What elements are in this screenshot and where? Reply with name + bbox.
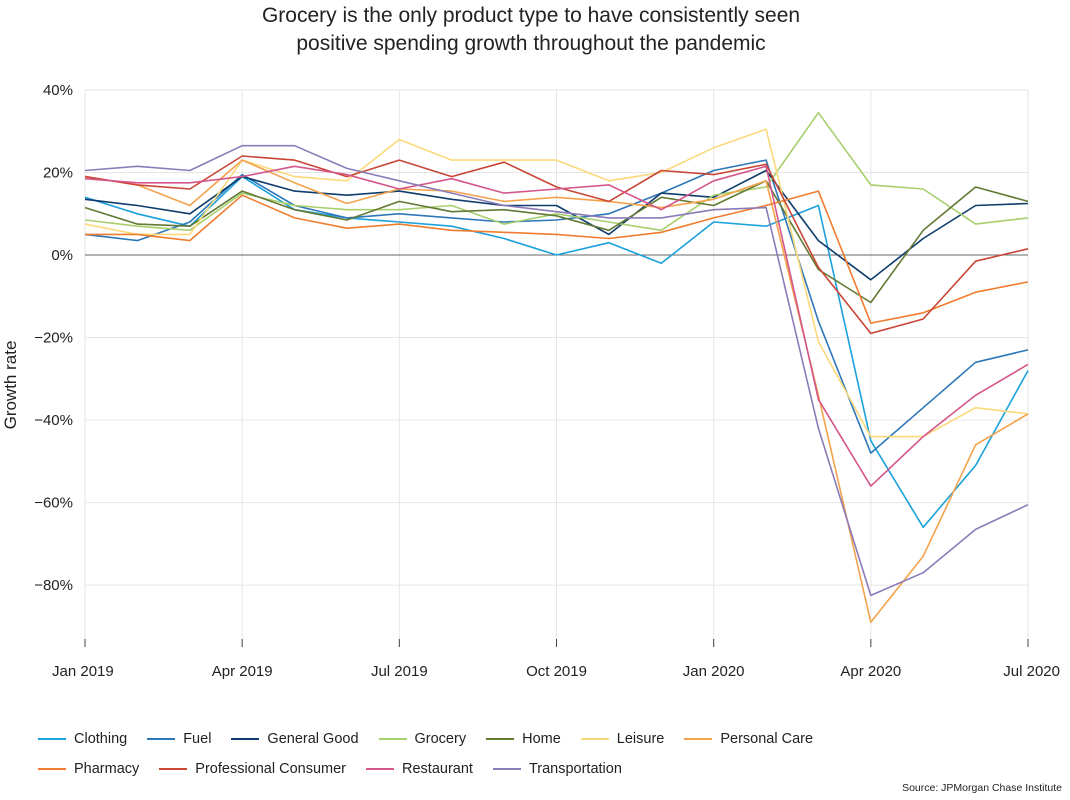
- legend-swatch: [38, 738, 66, 740]
- legend-label: Clothing: [74, 731, 128, 747]
- y-axis-label: Growth rate: [1, 341, 20, 430]
- series-line-home: [84, 180, 1029, 304]
- series-line-fuel: [84, 159, 1029, 454]
- legend-label: Leisure: [616, 731, 665, 747]
- series-line-transportation: [84, 144, 1029, 597]
- y-tick-label: −60%: [34, 495, 73, 512]
- legend-item-professional-consumer: Professional Consumer: [159, 761, 346, 777]
- source-note: Source: JPMorgan Chase Institute: [902, 782, 1062, 794]
- x-tick-labels: Jan 2019 Apr 2019 Jul 2019 Oct 2019 Jan 2020…: [52, 663, 1060, 680]
- y-tick-labels: 40% 20% 0% −20% −40% −60% −80%: [34, 82, 73, 594]
- legend-swatch: [38, 768, 66, 770]
- x-tick-label: Jan 2019: [52, 663, 114, 680]
- gridlines: [84, 89, 1029, 647]
- y-tick-label: 40%: [43, 82, 73, 99]
- legend-item-home: Home: [486, 731, 561, 747]
- legend-item-personal-care: Personal Care: [684, 731, 813, 747]
- legend-label: Professional Consumer: [195, 761, 346, 777]
- series-line-restaurant: [84, 165, 1029, 487]
- legend-item-transportation: Transportation: [492, 761, 622, 777]
- legend-item-leisure: Leisure: [580, 731, 665, 747]
- legend-item-restaurant: Restaurant: [366, 761, 473, 777]
- x-tick-label: Oct 2019: [526, 663, 587, 680]
- legend-swatch: [492, 768, 521, 770]
- series-line-pharmacy: [85, 190, 1029, 324]
- legend: Clothing Fuel General Good Grocery Home Leisu…: [38, 724, 1038, 784]
- legend-label: Grocery: [414, 731, 467, 747]
- legend-label: Home: [522, 731, 561, 747]
- legend-item-grocery: Grocery: [378, 731, 467, 747]
- y-tick-label: 20%: [43, 165, 73, 182]
- legend-item-pharmacy: Pharmacy: [38, 761, 139, 777]
- legend-label: Fuel: [183, 731, 212, 747]
- legend-label: Transportation: [528, 761, 622, 777]
- x-tick-label: Jul 2019: [371, 663, 428, 680]
- legend-swatch: [366, 768, 394, 770]
- legend-swatch: [147, 738, 176, 740]
- legend-item-general-good: General Good: [231, 731, 359, 747]
- legend-swatch: [486, 738, 515, 740]
- chart-title-line-1: Grocery is the only product type to have…: [262, 4, 800, 27]
- line-chart: Grocery is the only product type to have…: [1, 4, 1060, 680]
- legend-label: Restaurant: [402, 761, 473, 777]
- legend-label: General Good: [267, 731, 359, 747]
- chart-title-line-2: positive spending growth throughout the …: [296, 32, 765, 55]
- legend-label: Pharmacy: [74, 761, 140, 777]
- y-tick-label: −20%: [34, 330, 73, 347]
- legend-item-clothing: Clothing: [38, 731, 127, 747]
- series-line-grocery: [84, 111, 1029, 232]
- legend-swatch: [580, 738, 609, 740]
- legend-item-fuel: Fuel: [147, 731, 211, 747]
- series-line-personal-care: [84, 159, 1029, 624]
- y-tick-label: −40%: [34, 412, 73, 429]
- x-tick-label: Apr 2019: [212, 663, 273, 680]
- x-tick-label: Jan 2020: [683, 663, 745, 680]
- y-tick-label: −80%: [34, 577, 73, 594]
- legend-swatch: [378, 738, 407, 740]
- legend-label: Personal Care: [720, 731, 814, 747]
- series-lines: [84, 111, 1029, 624]
- legend-swatch: [684, 738, 713, 740]
- x-tick-label: Apr 2020: [840, 663, 901, 680]
- y-tick-label: 0%: [51, 247, 73, 264]
- series-line-professional-consumer: [84, 155, 1029, 335]
- legend-swatch: [231, 738, 260, 740]
- legend-row: Clothing Fuel General Good Grocery Home Leisu…: [38, 724, 1038, 754]
- x-tick-label: Jul 2020: [1003, 663, 1060, 680]
- legend-row: Pharmacy Professional Consumer Restaurant T…: [38, 754, 1038, 784]
- legend-swatch: [159, 768, 188, 770]
